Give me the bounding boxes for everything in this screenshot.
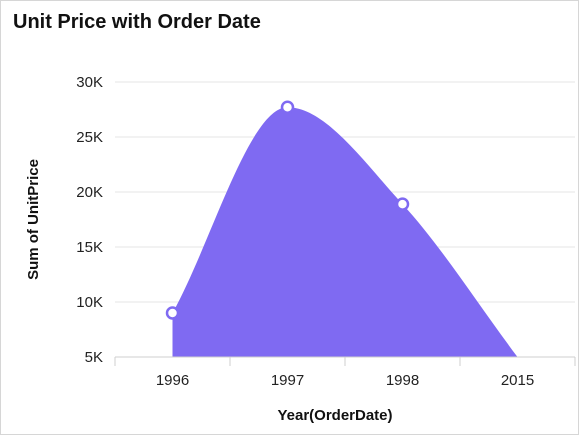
y-tick-label: 30K [76, 74, 103, 91]
chart-title: Unit Price with Order Date [13, 11, 261, 33]
y-tick-label: 15K [76, 239, 103, 256]
y-tick-label: 25K [76, 129, 103, 146]
x-tick-label: 1998 [386, 372, 419, 389]
y-tick-label: 10K [76, 294, 103, 311]
data-point[interactable] [395, 197, 410, 211]
data-point[interactable] [280, 100, 295, 115]
x-tick-label: 1996 [156, 372, 189, 389]
y-axis-title: Sum of UnitPrice [25, 159, 42, 280]
x-tick-label: 2015 [501, 372, 534, 389]
x-tick-label: 1997 [271, 372, 304, 389]
x-axis-ticks: 1996 1997 1998 2015 [114, 357, 576, 389]
area-series[interactable] [172, 107, 518, 357]
data-markers [165, 100, 410, 320]
y-axis-ticks: 5K 10K 15K 20K 25K 30K [76, 74, 103, 366]
y-tick-label: 5K [85, 349, 103, 366]
y-tick-label: 20K [76, 184, 103, 201]
x-axis-title: Year(OrderDate) [277, 407, 392, 424]
data-point[interactable] [165, 306, 180, 320]
